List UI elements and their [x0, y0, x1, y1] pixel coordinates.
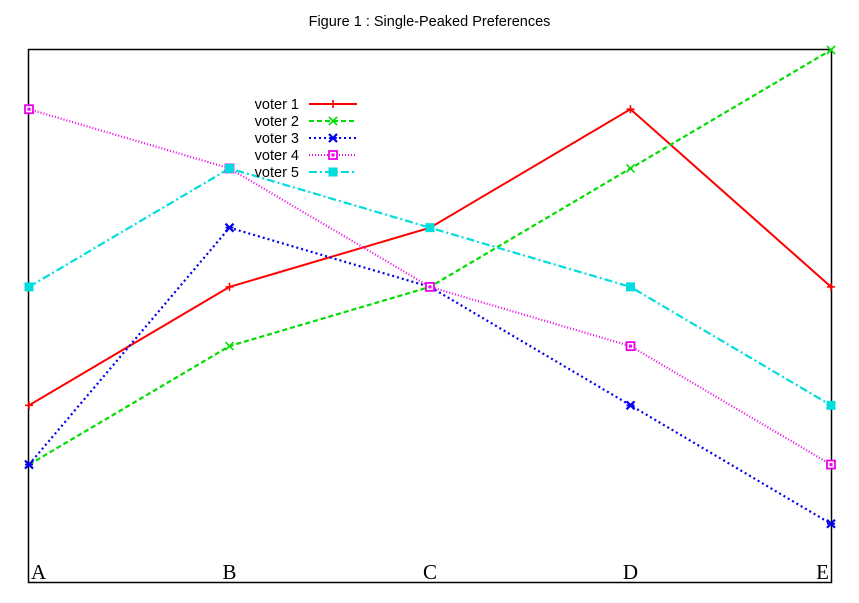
series-1-point-E [827, 282, 835, 291]
series-5-point-E [826, 400, 836, 410]
series-markers [24, 45, 836, 529]
series-3-point-A [24, 459, 34, 470]
x-tick-label-A: A [31, 560, 47, 584]
plot-frame [27, 48, 833, 584]
series-5-point-B [225, 163, 234, 173]
series-4-point-D [625, 341, 636, 352]
series-4-point-A [24, 104, 34, 115]
series-1-point-D [626, 105, 635, 114]
series-2-point-B [224, 341, 235, 351]
legend-label-4: voter 4 [255, 148, 299, 164]
legend-marker-5 [328, 167, 338, 177]
x-tick-label-B: B [222, 560, 236, 584]
legend-label-5: voter 5 [255, 165, 299, 181]
chart-title: Figure 1 : Single-Peaked Preferences [308, 14, 551, 30]
series-2-point-D [625, 163, 636, 174]
series-5-point-D [626, 282, 635, 292]
series-2-point-E [826, 45, 836, 55]
series-line-5 [28, 167, 832, 407]
legend-label-2: voter 2 [255, 114, 299, 130]
legend-label-1: voter 1 [255, 97, 299, 113]
series-5-point-C [425, 223, 435, 233]
legend-marker-3 [328, 133, 338, 143]
series-4-point-E [826, 459, 836, 470]
series-3-point-B [224, 222, 235, 233]
series-1-point-B [225, 282, 234, 291]
series-line-1 [28, 107, 832, 407]
x-tick-label-E: E [816, 560, 829, 584]
x-tick-labels: A B C D E [31, 560, 829, 584]
series-3-point-E [826, 518, 836, 529]
legend-label-3: voter 3 [255, 131, 299, 147]
legend-marker-4 [328, 150, 338, 160]
legend-marker-2 [328, 116, 338, 126]
series-3-point-D [625, 400, 636, 411]
series-5-point-A [24, 282, 34, 292]
legend-marker-1 [329, 100, 337, 108]
x-tick-label-C: C [423, 560, 437, 584]
x-tick-label-D: D [623, 560, 638, 584]
series-1-point-A [25, 401, 33, 410]
series-line-2 [28, 49, 832, 466]
series-4-point-C [425, 281, 435, 292]
series-line-3 [28, 226, 832, 525]
